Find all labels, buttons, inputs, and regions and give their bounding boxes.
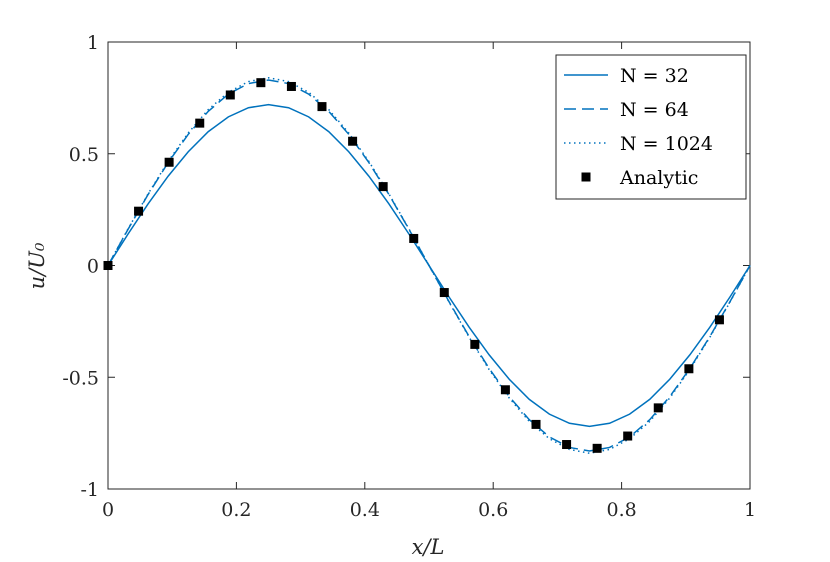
x-tick-label: 0 — [102, 499, 114, 521]
analytic-marker — [623, 431, 633, 441]
analytic-marker — [225, 90, 235, 100]
analytic-marker — [409, 233, 419, 243]
x-tick-label: 0.8 — [606, 499, 636, 521]
tick-labels: 0 0.2 0.4 0.6 0.8 1 -1 -0.5 0 0.5 1 — [62, 32, 756, 521]
y-tick-label: 0 — [87, 256, 99, 278]
analytic-marker — [256, 78, 266, 88]
legend: N = 32 N = 64 N = 1024 Analytic — [555, 54, 747, 200]
analytic-marker — [348, 136, 358, 146]
legend-label: Analytic — [619, 167, 698, 189]
series-line-3 — [107, 76, 751, 455]
analytic-marker — [439, 288, 449, 298]
analytic-marker — [684, 364, 694, 374]
x-tick-label: 1 — [744, 499, 756, 521]
analytic-marker — [562, 440, 572, 450]
analytic-marker — [134, 206, 144, 216]
analytic-marker — [286, 81, 296, 91]
analytic-marker — [531, 419, 541, 429]
analytic-marker — [653, 403, 663, 413]
y-axis-label: u/U₀ — [25, 242, 49, 289]
x-tick-label: 0.4 — [350, 499, 380, 521]
analytic-marker — [500, 385, 510, 395]
legend-marker — [581, 172, 591, 182]
analytic-marker — [714, 315, 724, 325]
axis-ticks — [107, 41, 751, 490]
y-tick-label: -0.5 — [62, 367, 99, 389]
analytic-marker — [195, 118, 205, 128]
legend-label: N = 1024 — [620, 133, 713, 155]
analytic-marker — [592, 443, 602, 453]
y-tick-label: 0.5 — [69, 144, 99, 166]
analytic-marker — [470, 339, 480, 349]
analytic-marker — [103, 261, 113, 270]
y-tick-label: -1 — [80, 479, 99, 501]
legend-label: N = 32 — [620, 65, 689, 87]
series-layer — [103, 76, 751, 455]
legend-label: N = 64 — [620, 99, 689, 121]
analytic-marker — [317, 102, 327, 112]
analytic-marker — [164, 157, 174, 167]
analytic-marker — [378, 182, 388, 192]
x-axis-label: x/L — [412, 535, 445, 559]
y-tick-label: 1 — [87, 32, 99, 54]
x-tick-label: 0.6 — [478, 499, 508, 521]
x-tick-label: 0.2 — [221, 499, 251, 521]
